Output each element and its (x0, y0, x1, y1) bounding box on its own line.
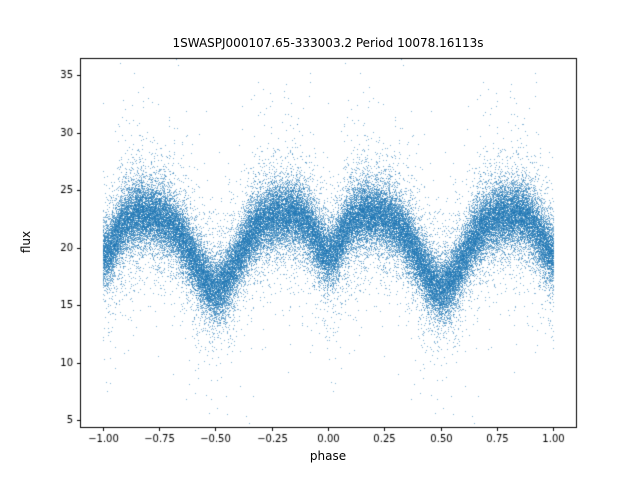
plot-title: 1SWASPJ000107.65-333003.2 Period 10078.1… (172, 36, 484, 50)
x-axis-label: phase (309, 449, 347, 463)
y-axis-label: flux (19, 230, 33, 254)
